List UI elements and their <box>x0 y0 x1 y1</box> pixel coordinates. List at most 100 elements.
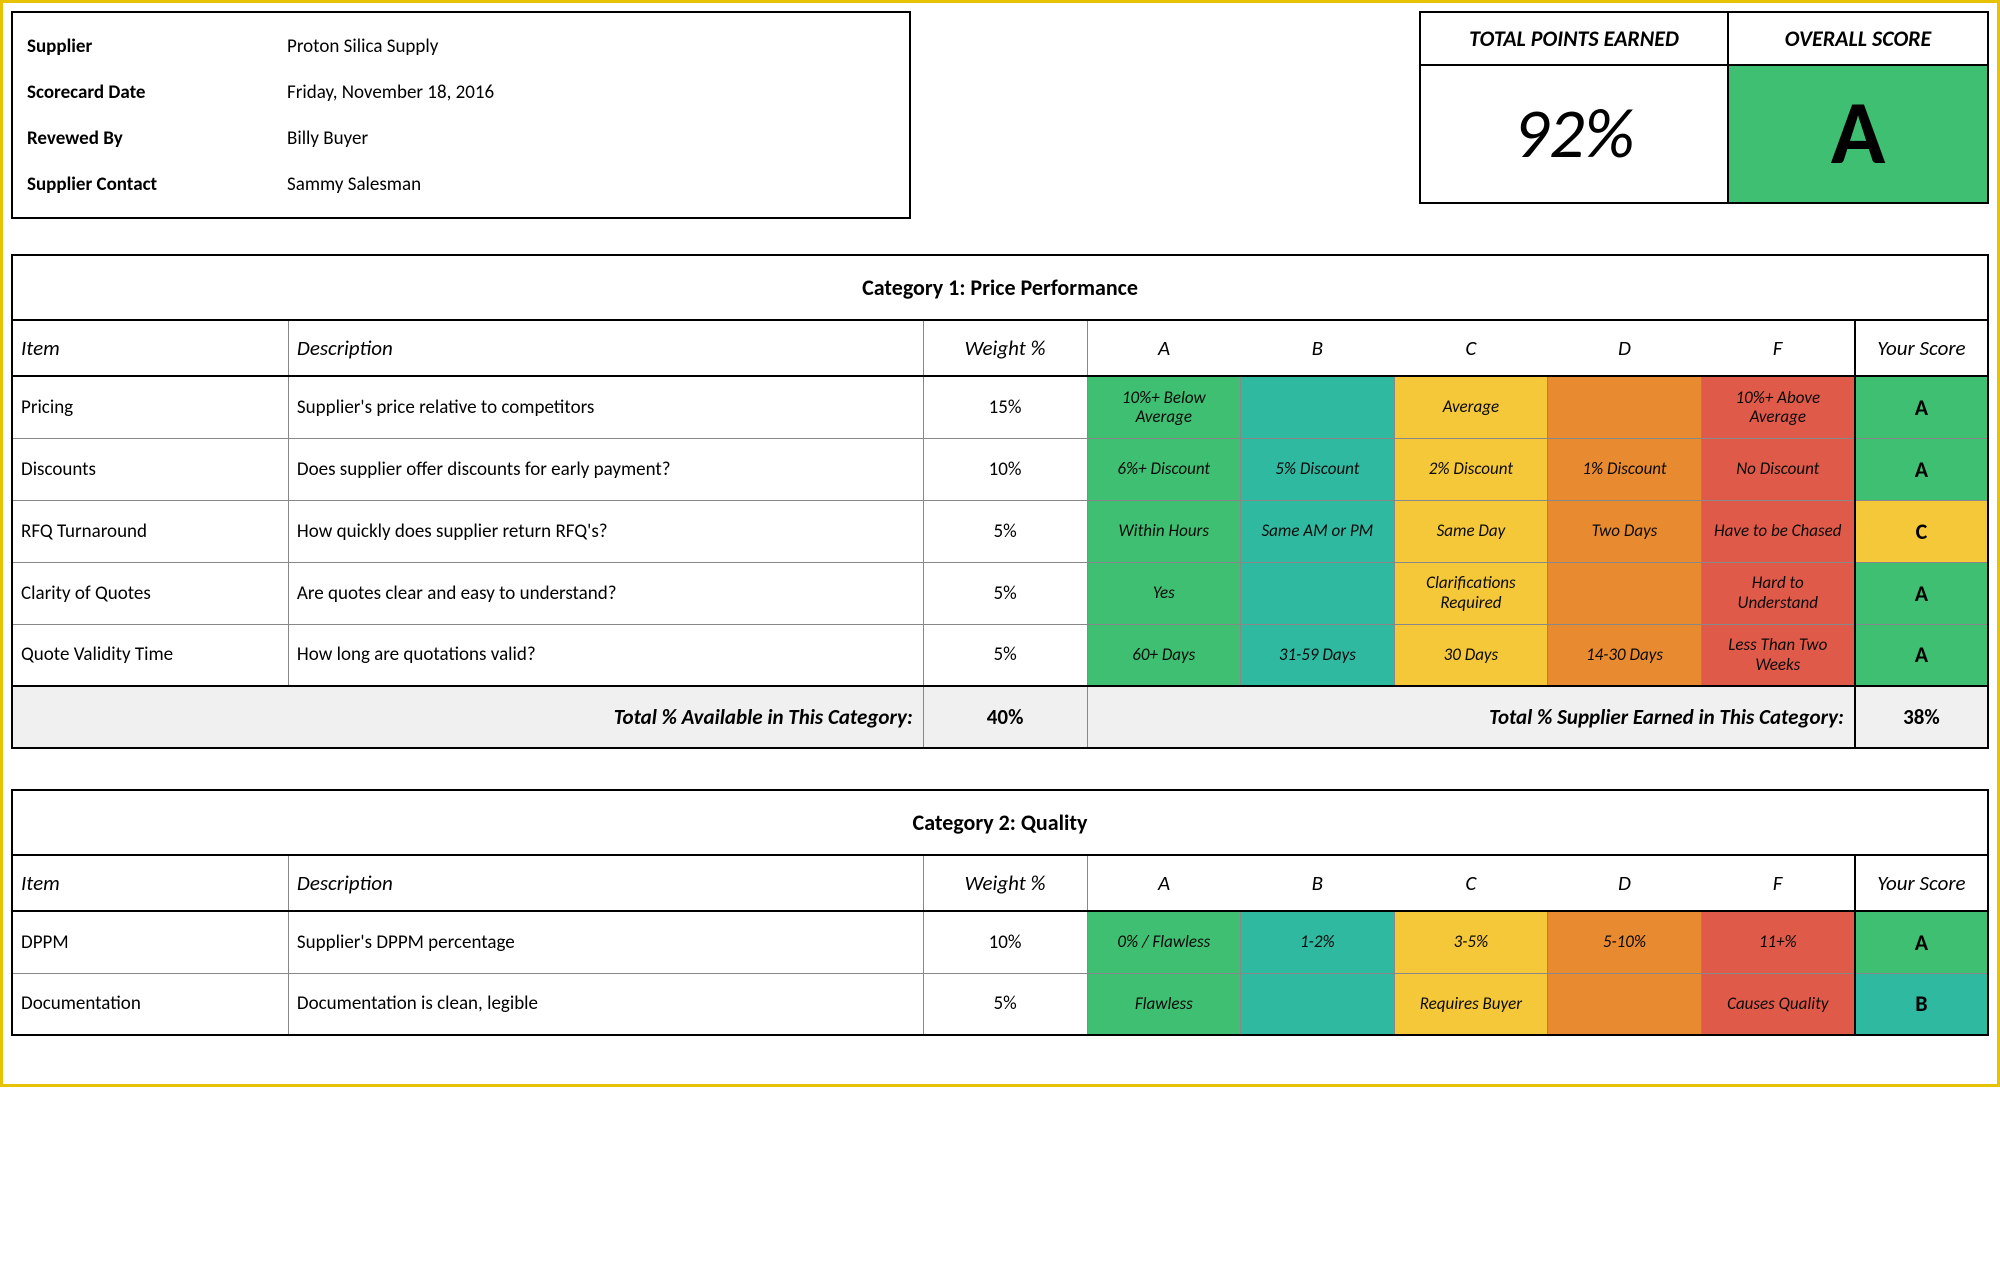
col-header-grade: A <box>1087 320 1241 376</box>
table-row: DocumentationDocumentation is clean, leg… <box>12 973 1988 1035</box>
cell-your-score: A <box>1855 624 1988 686</box>
cell-item: DPPM <box>12 911 288 973</box>
col-header-item: Item <box>12 855 288 911</box>
info-value: Sammy Salesman <box>287 173 421 196</box>
cell-description: Does supplier offer discounts for early … <box>288 438 923 500</box>
table-row: RFQ TurnaroundHow quickly does supplier … <box>12 500 1988 562</box>
summary-earned-value: 38% <box>1855 686 1988 748</box>
cell-weight: 15% <box>923 376 1087 438</box>
cell-your-score: A <box>1855 562 1988 624</box>
info-row: Revewed By Billy Buyer <box>27 115 895 161</box>
category-table: Category 2: QualityItemDescriptionWeight… <box>11 789 1989 1036</box>
info-label: Revewed By <box>27 127 287 150</box>
score-summary: TOTAL POINTS EARNED 92% OVERALL SCORE A <box>1419 11 1989 219</box>
info-label: Supplier <box>27 35 287 58</box>
cell-description: Are quotes clear and easy to understand? <box>288 562 923 624</box>
cell-grade-descriptor: 10%+ Above Average <box>1701 376 1855 438</box>
cell-grade-descriptor: Yes <box>1087 562 1241 624</box>
cell-description: How quickly does supplier return RFQ's? <box>288 500 923 562</box>
cell-weight: 5% <box>923 624 1087 686</box>
col-header-description: Description <box>288 320 923 376</box>
cell-grade-descriptor: Average <box>1394 376 1548 438</box>
info-value: Proton Silica Supply <box>287 35 438 58</box>
cell-grade-descriptor: Two Days <box>1548 500 1702 562</box>
cell-grade-descriptor: Clarifications Required <box>1394 562 1548 624</box>
cell-grade-descriptor: 30 Days <box>1394 624 1548 686</box>
cell-grade-descriptor: Causes Quality <box>1701 973 1855 1035</box>
total-points-value: 92% <box>1419 66 1729 204</box>
cell-description: Documentation is clean, legible <box>288 973 923 1035</box>
cell-item: Discounts <box>12 438 288 500</box>
info-value: Billy Buyer <box>287 127 368 150</box>
summary-available-label: Total % Available in This Category: <box>12 686 923 748</box>
info-row: Scorecard Date Friday, November 18, 2016 <box>27 69 895 115</box>
table-row: DiscountsDoes supplier offer discounts f… <box>12 438 1988 500</box>
cell-grade-descriptor: 0% / Flawless <box>1087 911 1241 973</box>
cell-grade-descriptor: Flawless <box>1087 973 1241 1035</box>
cell-weight: 10% <box>923 911 1087 973</box>
cell-grade-descriptor: 5-10% <box>1548 911 1702 973</box>
cell-weight: 10% <box>923 438 1087 500</box>
cell-your-score: B <box>1855 973 1988 1035</box>
col-header-grade: F <box>1701 855 1855 911</box>
cell-item: Quote Validity Time <box>12 624 288 686</box>
cell-item: Pricing <box>12 376 288 438</box>
info-row: Supplier Contact Sammy Salesman <box>27 161 895 207</box>
header-section: Supplier Proton Silica Supply Scorecard … <box>11 11 1989 219</box>
cell-grade-descriptor: 3-5% <box>1394 911 1548 973</box>
info-value: Friday, November 18, 2016 <box>287 81 494 104</box>
col-header-your-score: Your Score <box>1855 320 1988 376</box>
info-label: Supplier Contact <box>27 173 287 196</box>
col-header-your-score: Your Score <box>1855 855 1988 911</box>
cell-item: Clarity of Quotes <box>12 562 288 624</box>
cell-grade-descriptor: 6%+ Discount <box>1087 438 1241 500</box>
category-table: Category 1: Price PerformanceItemDescrip… <box>11 254 1989 749</box>
category-title: Category 2: Quality <box>12 790 1988 855</box>
category-summary-row: Total % Available in This Category:40%To… <box>12 686 1988 748</box>
col-header-grade: C <box>1394 320 1548 376</box>
cell-weight: 5% <box>923 500 1087 562</box>
cell-your-score: A <box>1855 911 1988 973</box>
cell-description: Supplier's DPPM percentage <box>288 911 923 973</box>
cell-grade-descriptor: No Discount <box>1701 438 1855 500</box>
cell-grade-descriptor: 10%+ Below Average <box>1087 376 1241 438</box>
cell-your-score: C <box>1855 500 1988 562</box>
summary-available-value: 40% <box>923 686 1087 748</box>
cell-grade-descriptor: 5% Discount <box>1241 438 1395 500</box>
cell-grade-descriptor: Requires Buyer <box>1394 973 1548 1035</box>
col-header-grade: F <box>1701 320 1855 376</box>
col-header-weight: Weight % <box>923 855 1087 911</box>
cell-grade-descriptor: 11+% <box>1701 911 1855 973</box>
cell-grade-descriptor: Less Than Two Weeks <box>1701 624 1855 686</box>
overall-score-value: A <box>1729 66 1989 204</box>
total-points-label: TOTAL POINTS EARNED <box>1419 11 1729 66</box>
cell-grade-descriptor: 1-2% <box>1241 911 1395 973</box>
cell-item: Documentation <box>12 973 288 1035</box>
cell-grade-descriptor: Same Day <box>1394 500 1548 562</box>
cell-item: RFQ Turnaround <box>12 500 288 562</box>
categories-container: Category 1: Price PerformanceItemDescrip… <box>11 254 1989 1036</box>
cell-your-score: A <box>1855 376 1988 438</box>
col-header-grade: B <box>1241 320 1395 376</box>
summary-earned-label: Total % Supplier Earned in This Category… <box>1087 686 1855 748</box>
col-header-grade: A <box>1087 855 1241 911</box>
cell-grade-descriptor <box>1241 562 1395 624</box>
table-row: Quote Validity TimeHow long are quotatio… <box>12 624 1988 686</box>
cell-description: Supplier's price relative to competitors <box>288 376 923 438</box>
info-label: Scorecard Date <box>27 81 287 104</box>
col-header-description: Description <box>288 855 923 911</box>
col-header-grade: D <box>1548 855 1702 911</box>
cell-grade-descriptor: 60+ Days <box>1087 624 1241 686</box>
info-row: Supplier Proton Silica Supply <box>27 23 895 69</box>
cell-grade-descriptor: Hard to Understand <box>1701 562 1855 624</box>
cell-grade-descriptor: Have to be Chased <box>1701 500 1855 562</box>
cell-grade-descriptor <box>1548 973 1702 1035</box>
overall-score-label: OVERALL SCORE <box>1729 11 1989 66</box>
cell-grade-descriptor <box>1241 376 1395 438</box>
col-header-item: Item <box>12 320 288 376</box>
table-row: Clarity of QuotesAre quotes clear and ea… <box>12 562 1988 624</box>
cell-grade-descriptor: Within Hours <box>1087 500 1241 562</box>
category-title: Category 1: Price Performance <box>12 255 1988 320</box>
cell-grade-descriptor: 31-59 Days <box>1241 624 1395 686</box>
cell-grade-descriptor <box>1241 973 1395 1035</box>
